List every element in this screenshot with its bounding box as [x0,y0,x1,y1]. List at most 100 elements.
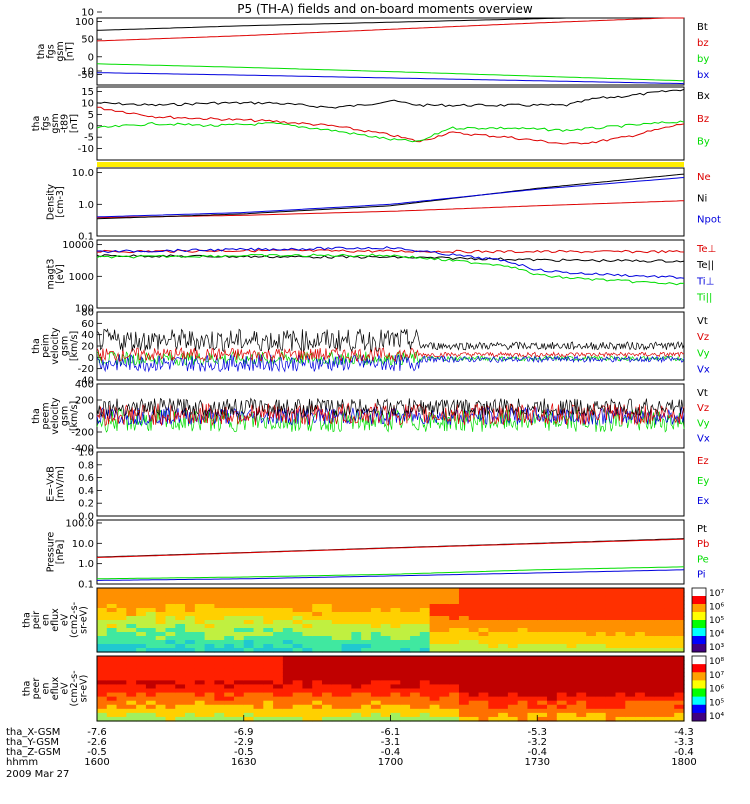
legend-entry: Ti⊥ [696,276,714,287]
heatmap-cell [517,664,529,669]
heatmap-cell [468,696,480,702]
heatmap-cell [468,668,480,673]
heatmap-cell [556,648,568,653]
heatmap-cell [527,612,538,617]
heatmap-cell [214,672,225,677]
heatmap-cell [547,704,558,710]
heatmap-cell [243,676,255,681]
heatmap-cell [233,644,245,649]
heatmap-cell [263,608,274,613]
heatmap-cell [214,704,225,710]
heatmap-cell [322,660,333,665]
heatmap-cell [664,692,675,698]
heatmap-cell [253,628,264,633]
heatmap-cell [185,676,196,681]
heatmap-cell [214,632,225,637]
heatmap-cell [194,592,206,597]
heatmap-cell [145,664,157,669]
heatmap-cell [312,680,323,686]
heatmap-cell [224,700,235,706]
heatmap-cell [605,632,617,637]
heatmap-cell [458,644,470,649]
panel-frame [96,86,685,161]
heatmap-cell [233,664,245,669]
heatmap-cell [468,596,480,601]
heatmap-cell [224,676,235,681]
heatmap-cell [458,712,470,718]
heatmap-cell [576,632,587,637]
y-axis-label: [km/s] [69,401,80,431]
heatmap-cell [566,592,577,597]
heatmap-cell [390,716,401,722]
heatmap-cell [547,600,558,605]
heatmap-cell [253,668,264,673]
heatmap-cell [478,656,489,661]
heatmap-cell [439,688,450,694]
heatmap-cell [635,592,646,597]
heatmap-cell [449,700,460,706]
heatmap-cell [292,656,304,661]
heatmap-cell [136,684,147,690]
heatmap-cell [566,628,577,633]
heatmap-cell [155,640,167,645]
heatmap-cell [331,600,343,605]
heatmap-cell [556,636,568,641]
heatmap-cell [175,640,186,645]
heatmap-cell [547,588,558,593]
heatmap-cell [370,680,382,686]
heatmap-cell [390,592,401,597]
panel-peem-velocity: 4002000-200-400thapeemvelocitygsm[km/s]V… [31,380,710,455]
heatmap-cell [97,644,108,649]
heatmap-cell [106,692,118,698]
y-axis-label: tha [31,338,42,354]
heatmap-cell [429,692,441,698]
heatmap-cell [126,684,137,690]
heatmap-cell [214,660,225,665]
heatmap-cell [498,696,509,702]
heatmap-cell [351,668,362,673]
colorbar-tick-label: 10⁴ [709,630,724,640]
heatmap-cell [654,596,666,601]
heatmap-cell [370,604,382,609]
heatmap-cell [136,656,147,661]
heatmap-cell [380,680,392,686]
heatmap-cell [400,640,411,645]
heatmap-cell [615,596,626,601]
heatmap-cell [233,692,245,698]
heatmap-cell [331,684,343,690]
heatmap-cell [351,716,362,722]
heatmap-cell [341,596,352,601]
heatmap-cell [556,680,568,686]
heatmap-cell [449,612,460,617]
heatmap-cell [253,684,264,690]
heatmap-cell [527,636,538,641]
time-axis-value: -3.3 [674,737,694,748]
heatmap-cell [233,672,245,677]
heatmap-cell [419,624,431,629]
heatmap-cell [615,692,626,698]
heatmap-cell [400,716,411,722]
heatmap-cell [302,716,313,722]
heatmap-cell [204,688,215,694]
y-axis-label: magt3 [45,259,56,290]
heatmap-cell [537,684,548,690]
heatmap-cell [116,592,127,597]
heatmap-cell [175,644,186,649]
time-axis-row-label: tha_X-GSM [6,727,60,738]
heatmap-cell [214,640,225,645]
heatmap-cell [478,712,489,718]
heatmap-cell [253,680,264,686]
y-axis-label: gsm [55,41,66,61]
heatmap-cell [214,616,225,621]
heatmap-cell [302,600,313,605]
heatmap-cell [625,696,636,702]
heatmap-cell [361,684,372,690]
heatmap-cell [331,716,343,722]
heatmap-cell [595,612,607,617]
heatmap-cell [155,624,167,629]
heatmap-cell [224,588,235,593]
heatmap-cell [468,692,480,698]
heatmap-cell [116,696,127,702]
heatmap-cell [322,656,333,661]
